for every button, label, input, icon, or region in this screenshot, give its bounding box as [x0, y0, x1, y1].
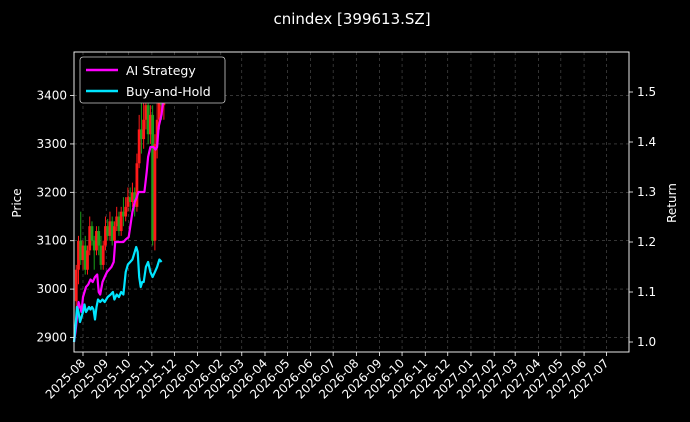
left-axis-label: Price — [10, 188, 24, 217]
candle-body — [81, 245, 85, 261]
candle-body — [106, 226, 110, 236]
candle — [101, 240, 105, 270]
candle-body — [124, 206, 128, 217]
right-tick-label: 1.2 — [637, 235, 656, 249]
right-tick-label: 1.4 — [637, 135, 656, 149]
candle — [110, 216, 114, 246]
candle — [92, 235, 96, 270]
candle — [151, 105, 155, 246]
candle-body — [131, 192, 134, 202]
right-tick-label: 1.1 — [637, 285, 656, 299]
candle — [124, 197, 128, 222]
candle — [119, 206, 123, 236]
left-tick-label: 3400 — [36, 89, 67, 103]
candle-body — [99, 245, 103, 265]
candle-body — [126, 197, 130, 207]
right-tick-label: 1.0 — [637, 335, 656, 349]
candle — [148, 105, 152, 144]
candle — [108, 211, 112, 241]
candle — [153, 134, 157, 251]
candle — [79, 211, 83, 265]
candle — [95, 226, 98, 256]
candle-body — [148, 114, 152, 135]
series-line-buy-and-hold — [72, 245, 163, 343]
left-tick-label: 3300 — [36, 137, 67, 151]
candle-body — [137, 129, 141, 164]
candle-body — [157, 95, 161, 120]
legend-label-buy-and-hold: Buy-and-Hold — [126, 84, 211, 99]
candle — [135, 153, 139, 212]
candle-body — [128, 197, 132, 202]
candle — [137, 114, 141, 169]
chart-title: cnindex [399613.SZ] — [273, 10, 430, 28]
series-line-ai-strategy — [72, 61, 170, 343]
candle-body — [153, 143, 157, 241]
candle-body — [104, 226, 107, 246]
candle — [83, 235, 87, 275]
candle-body — [101, 245, 105, 265]
candle-body — [110, 221, 114, 241]
candle-body — [90, 226, 94, 241]
candle-body — [144, 105, 148, 120]
right-tick-label: 1.5 — [637, 85, 656, 99]
candle — [122, 197, 125, 227]
candle — [126, 187, 130, 212]
candle — [146, 95, 150, 144]
left-tick-label: 3100 — [36, 234, 67, 248]
candle-body — [74, 269, 78, 302]
candle-body — [108, 221, 112, 236]
axes — [70, 51, 633, 356]
plot-frame — [73, 51, 630, 353]
candle-body — [83, 245, 87, 270]
candle-body — [92, 240, 96, 251]
candle-body — [88, 226, 92, 251]
candle — [74, 264, 78, 309]
candle-body — [77, 240, 80, 270]
candle-body — [95, 231, 98, 251]
left-tick-label: 3000 — [36, 282, 67, 296]
candle — [99, 235, 103, 270]
candle — [115, 206, 119, 232]
candle-body — [97, 231, 101, 246]
candle — [88, 216, 92, 256]
candle-body — [122, 211, 125, 217]
tick-labels: 2025-082025-092025-102025-112025-122026-… — [36, 85, 656, 402]
legend: AI Strategy Buy-and-Hold — [79, 56, 226, 104]
legend-label-ai-strategy: AI Strategy — [126, 63, 196, 78]
candle-body — [119, 211, 123, 232]
candle-body — [79, 240, 83, 261]
candle — [104, 216, 107, 251]
right-axis-label: Return — [665, 183, 679, 223]
candle — [81, 240, 85, 270]
candle-body — [151, 114, 155, 241]
candle-body — [117, 216, 121, 232]
candle — [128, 187, 132, 212]
candle — [131, 182, 134, 207]
candle-body — [115, 216, 119, 227]
candle-body — [142, 119, 146, 140]
candle — [97, 226, 101, 256]
candle-body — [86, 250, 89, 270]
candle — [90, 221, 94, 246]
candle — [117, 211, 121, 236]
candle — [106, 218, 110, 241]
series-lines — [72, 61, 170, 343]
candle-body — [140, 129, 143, 140]
candle — [77, 235, 80, 285]
candle-body — [113, 226, 116, 241]
left-tick-label: 2900 — [36, 330, 67, 344]
grid — [74, 52, 629, 352]
candle — [140, 100, 143, 154]
candle — [86, 245, 89, 275]
candle-body — [135, 163, 139, 207]
candle-body — [146, 105, 150, 135]
right-tick-label: 1.3 — [637, 185, 656, 199]
left-tick-label: 3200 — [36, 185, 67, 199]
